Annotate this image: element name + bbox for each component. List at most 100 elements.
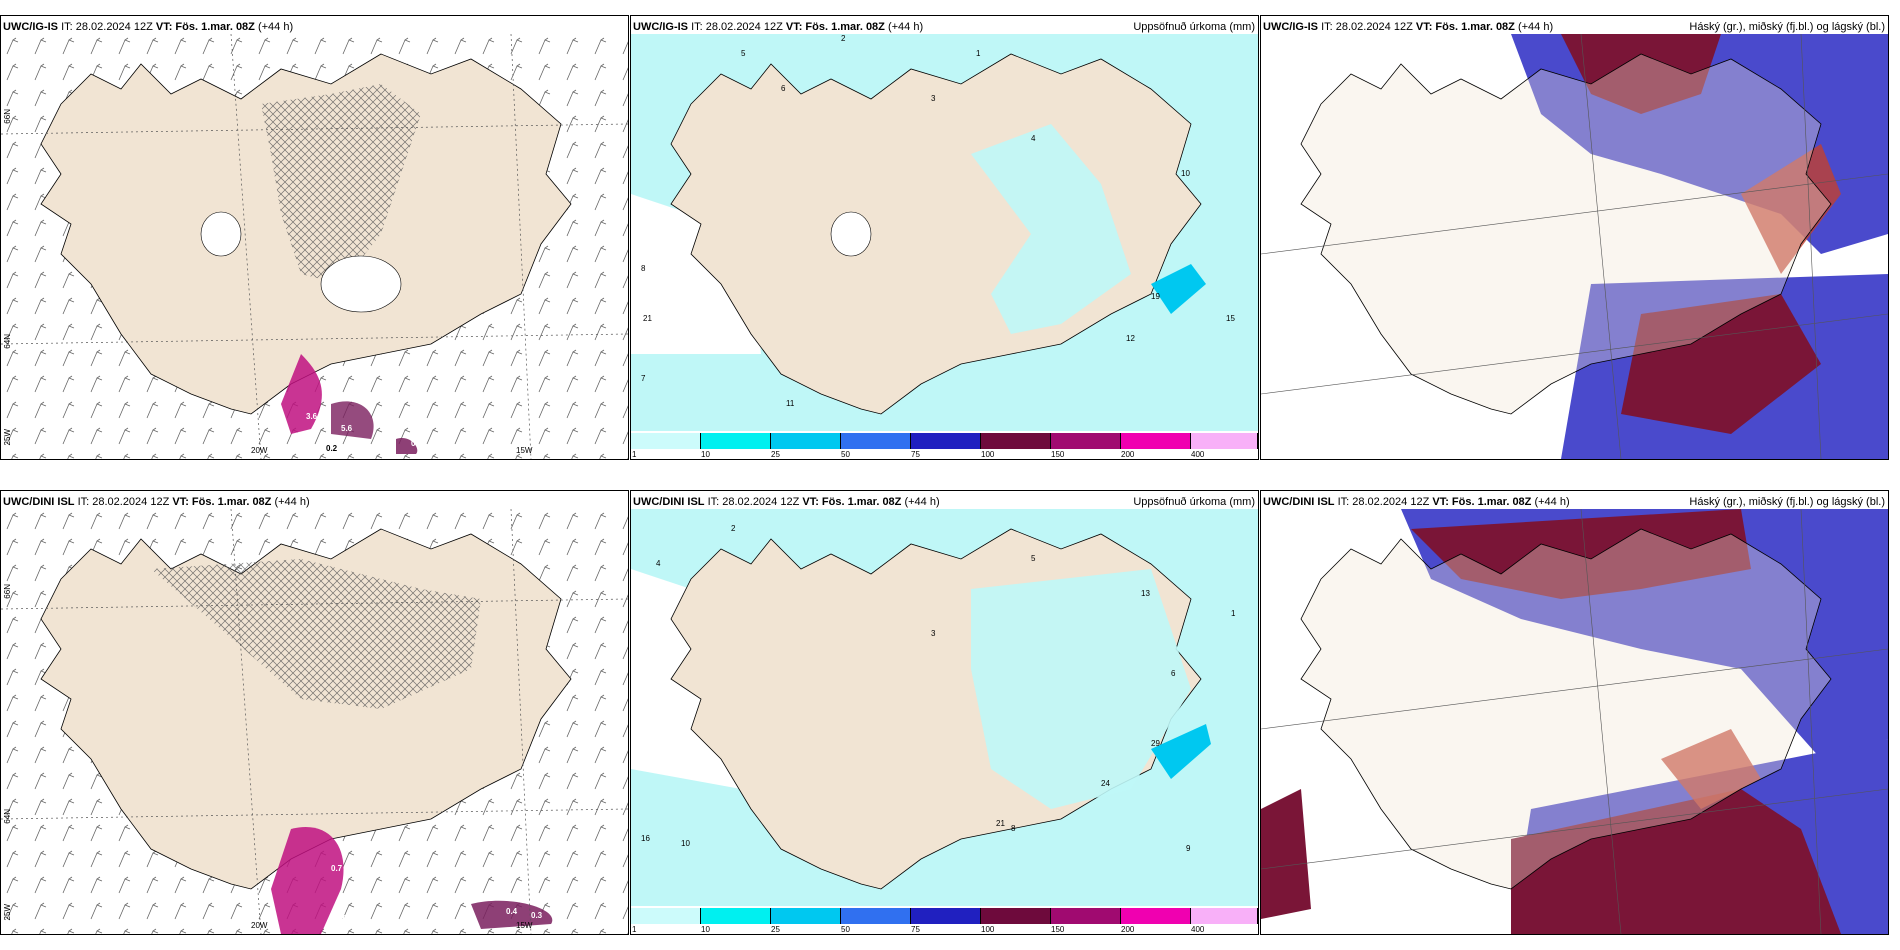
colorbar-tick: 50 bbox=[841, 925, 850, 934]
lead-time: (+44 h) bbox=[887, 21, 924, 33]
init-time: IT: 28.02.2024 12Z bbox=[691, 21, 786, 33]
colorbar-swatch bbox=[631, 433, 701, 449]
valid-time: VT: Fös. 1.mar. 08Z bbox=[1432, 496, 1532, 508]
precip-value: 19 bbox=[1151, 292, 1160, 301]
lon-label-25w: 25W bbox=[3, 429, 12, 446]
lead-time: (+44 h) bbox=[904, 496, 940, 508]
valid-time: VT: Fös. 1.mar. 08Z bbox=[1415, 21, 1515, 33]
precip-colorbar: 1 10 25 50 75 100 150 200 400 bbox=[631, 906, 1258, 934]
colorbar-tick: 150 bbox=[1051, 450, 1065, 459]
colorbar-swatch bbox=[701, 908, 771, 924]
lead-time: (+44 h) bbox=[274, 496, 310, 508]
colorbar-swatch bbox=[1121, 908, 1191, 924]
valid-time: VT: Fös. 1.mar. 08Z bbox=[802, 496, 902, 508]
precip-value: 5 bbox=[741, 49, 746, 58]
colorbar-swatch bbox=[771, 433, 841, 449]
precip-value: 24 bbox=[1101, 779, 1110, 788]
precip-value: 1 bbox=[976, 49, 981, 58]
cloud-map bbox=[1261, 509, 1888, 934]
init-time: IT: 28.02.2024 12Z bbox=[1337, 496, 1433, 508]
init-time: IT: 28.02.2024 12Z bbox=[77, 496, 173, 508]
panel-title: Háský (gr.), miðský (fj.bl.) og lágský (… bbox=[1689, 21, 1885, 33]
precip-value: 1 bbox=[1231, 609, 1236, 618]
precip-value: 7 bbox=[641, 374, 646, 383]
lat-label-64n: 64N bbox=[3, 809, 12, 824]
precip-map: 5 2 6 3 4 10 8 21 7 11 15 19 12 1 bbox=[631, 34, 1258, 459]
lon-label-25w: 25W bbox=[3, 904, 12, 921]
precip-value: 3 bbox=[931, 94, 936, 103]
colorbar-tick: 10 bbox=[701, 450, 710, 459]
wind-map: 66N 64N 25W 20W 15W 1.6 3.6 5.6 0.5 0.2 bbox=[1, 34, 628, 459]
precip-map: 2 4 5 3 6 13 24 29 8 16 10 21 9 1 bbox=[631, 509, 1258, 934]
wind-label: 0.3 bbox=[531, 911, 543, 920]
lon-label-20w: 20W bbox=[251, 446, 268, 455]
precip-value: 6 bbox=[781, 84, 786, 93]
colorbar-tick: 100 bbox=[981, 450, 995, 459]
panel-title: Uppsöfnuð úrkoma (mm) bbox=[1133, 21, 1255, 33]
wind-map: 66N 64N 25W 20W 15W 0.7 0.5 3.6 0.4 0.3 bbox=[1, 509, 628, 934]
lat-label-64n: 64N bbox=[3, 334, 12, 349]
colorbar-tick: 1 bbox=[632, 925, 637, 934]
precip-value: 12 bbox=[1126, 334, 1135, 343]
colorbar-tick: 10 bbox=[701, 925, 710, 934]
panel-title: Uppsöfnuð úrkoma (mm) bbox=[1133, 496, 1255, 508]
lead-time: (+44 h) bbox=[257, 21, 294, 33]
colorbar-tick: 25 bbox=[771, 450, 780, 459]
precip-value: 11 bbox=[786, 399, 795, 408]
wind-label: 0.5 bbox=[411, 439, 423, 448]
colorbar-tick: 400 bbox=[1191, 450, 1205, 459]
init-time: IT: 28.02.2024 12Z bbox=[61, 21, 156, 33]
lon-label-15w: 15W bbox=[516, 921, 533, 930]
wind-label: 0.5 bbox=[376, 854, 388, 863]
colorbar-swatch bbox=[701, 433, 771, 449]
colorbar-swatch bbox=[771, 908, 841, 924]
lead-time: (+44 h) bbox=[1517, 21, 1554, 33]
precip-value: 4 bbox=[1031, 134, 1036, 143]
colorbar-tick: 200 bbox=[1121, 925, 1135, 934]
colorbar-tick: 400 bbox=[1191, 925, 1205, 934]
lat-label-66n: 66N bbox=[3, 109, 12, 124]
colorbar-swatch bbox=[981, 433, 1051, 449]
colorbar-swatch bbox=[911, 908, 981, 924]
colorbar-tick: 200 bbox=[1121, 450, 1135, 459]
cloud-map bbox=[1261, 34, 1888, 459]
lead-time: (+44 h) bbox=[1534, 496, 1570, 508]
wind-label: 3.6 bbox=[336, 914, 348, 923]
model-name: UWC/DINI ISL bbox=[633, 496, 705, 508]
precip-value: 9 bbox=[1186, 844, 1191, 853]
precip-colorbar: 1 10 25 50 75 100 150 200 400 bbox=[631, 431, 1258, 459]
init-time: IT: 28.02.2024 12Z bbox=[1321, 21, 1416, 33]
precip-value: 3 bbox=[931, 629, 936, 638]
lon-label-15w: 15W bbox=[516, 446, 533, 455]
colorbar-swatch bbox=[1121, 433, 1191, 449]
wind-label: 0.4 bbox=[506, 907, 518, 916]
colorbar-tick: 50 bbox=[841, 450, 850, 459]
precip-value: 8 bbox=[1011, 824, 1016, 833]
colorbar-swatch bbox=[841, 908, 911, 924]
precip-value: 6 bbox=[1171, 669, 1176, 678]
precip-value: 2 bbox=[841, 34, 846, 43]
colorbar-swatch bbox=[1191, 433, 1258, 449]
precip-value: 13 bbox=[1141, 589, 1150, 598]
lon-label-20w: 20W bbox=[251, 921, 268, 930]
init-time: IT: 28.02.2024 12Z bbox=[707, 496, 803, 508]
precip-value: 10 bbox=[681, 839, 690, 848]
precip-value: 10 bbox=[1181, 169, 1190, 178]
wind-label: 0.7 bbox=[331, 864, 343, 873]
model-name: UWC/DINI ISL bbox=[1263, 496, 1335, 508]
colorbar-tick: 1 bbox=[632, 450, 637, 459]
colorbar-swatch bbox=[1051, 908, 1121, 924]
wind-label: 1.6 bbox=[321, 379, 333, 388]
precip-value: 29 bbox=[1151, 739, 1160, 748]
colorbar-swatch bbox=[981, 908, 1051, 924]
precip-value: 21 bbox=[643, 314, 652, 323]
valid-time: VT: Fös. 1.mar. 08Z bbox=[785, 21, 885, 33]
panel-precip-row2: UWC/DINI ISL IT: 28.02.2024 12Z VT: Fös.… bbox=[630, 490, 1259, 935]
precip-value: 8 bbox=[641, 264, 646, 273]
panel-cloud-row1: UWC/IG-IS IT: 28.02.2024 12Z VT: Fös. 1.… bbox=[1260, 15, 1889, 460]
precip-value: 21 bbox=[996, 819, 1005, 828]
colorbar-swatch bbox=[1191, 908, 1258, 924]
panel-wind-row1: UWC/IG-IS IT: 28.02.2024 12Z VT: Fös. 1.… bbox=[0, 15, 629, 460]
precip-value: 16 bbox=[641, 834, 650, 843]
valid-time: VT: Fös. 1.mar. 08Z bbox=[172, 496, 272, 508]
